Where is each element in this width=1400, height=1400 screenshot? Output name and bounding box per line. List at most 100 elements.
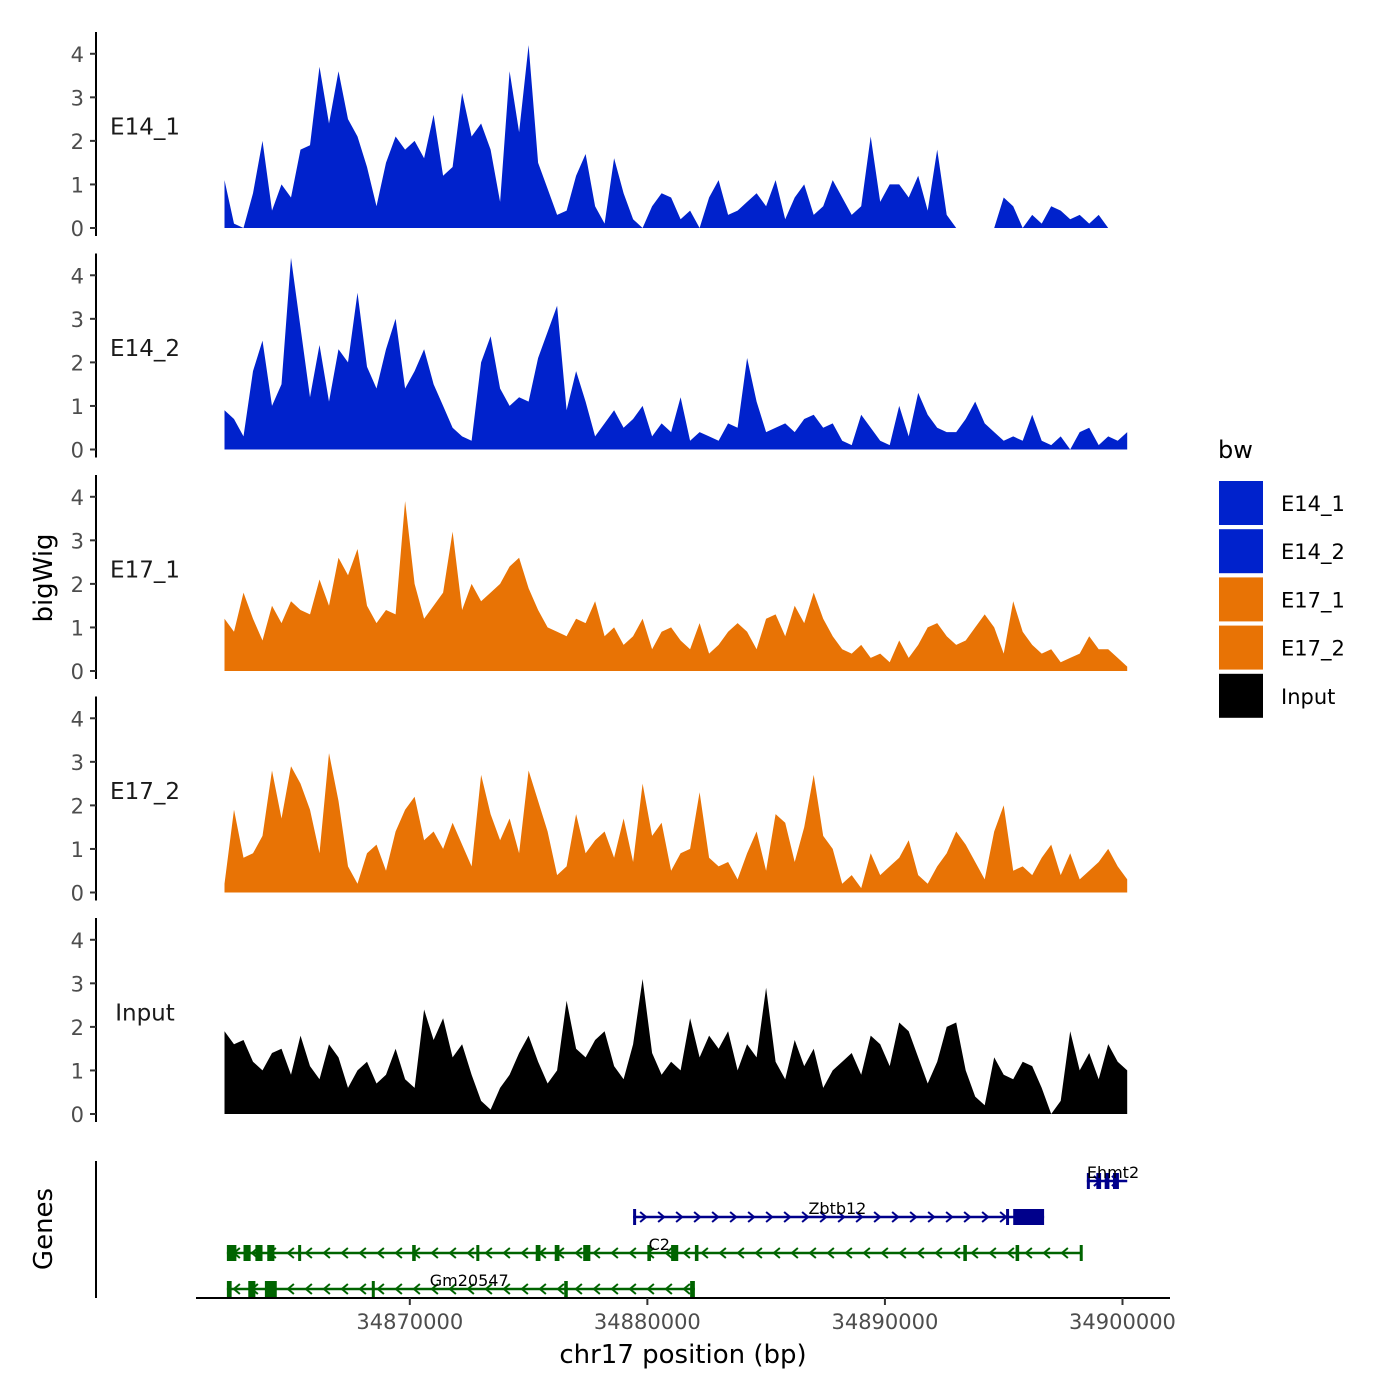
exon	[255, 1245, 263, 1261]
signal-area-E17_1	[224, 501, 1128, 671]
strand-chevron	[675, 1211, 684, 1223]
legend-title: bw	[1218, 436, 1253, 464]
strand-chevron	[412, 1283, 421, 1295]
exon	[1104, 1173, 1110, 1189]
strand-chevron	[898, 1247, 907, 1259]
strand-chevron	[232, 1283, 241, 1295]
gene-label: C2	[649, 1235, 670, 1254]
x-ticks: 34870000 34880000 34890000 34900000	[356, 1298, 1176, 1334]
strand-chevron	[801, 1211, 810, 1223]
legend-entry-E14_1: E14_1	[1219, 481, 1345, 525]
strand-chevron	[466, 1283, 475, 1295]
strand-chevron	[592, 1247, 601, 1259]
strand-chevron	[610, 1247, 619, 1259]
y-tick-label: 3	[71, 972, 84, 996]
panel-E14_1: 0 1 2 3 4 E14_1	[71, 32, 1128, 241]
strand-chevron	[394, 1247, 403, 1259]
exon	[554, 1245, 560, 1261]
strand-chevron	[628, 1247, 637, 1259]
strand-chevron	[970, 1247, 979, 1259]
strand-chevron	[286, 1283, 295, 1295]
exon	[583, 1245, 591, 1261]
strand-chevron	[963, 1211, 972, 1223]
legend-entries: E14_1 E14_2 E17_1 E17_2 Input	[1219, 481, 1345, 718]
strand-chevron	[304, 1283, 313, 1295]
strand-chevron	[747, 1211, 756, 1223]
strand-chevron	[682, 1247, 691, 1259]
exon	[690, 1281, 695, 1297]
strand-chevron	[783, 1211, 792, 1223]
y-tick-label: 4	[71, 929, 84, 953]
track-label: E14_2	[110, 336, 180, 362]
strand-chevron	[1006, 1247, 1015, 1259]
legend-swatch	[1219, 481, 1263, 525]
track-label: E17_1	[110, 557, 180, 583]
exon	[1079, 1245, 1083, 1261]
x-axis-title: chr17 position (bp)	[559, 1340, 806, 1370]
exon	[412, 1245, 416, 1261]
strand-chevron	[538, 1283, 547, 1295]
strand-chevron	[556, 1283, 565, 1295]
gene-label: Gm20547	[430, 1271, 509, 1290]
panel-Input: 0 1 2 3 4 Input	[71, 918, 1128, 1127]
strand-chevron	[916, 1247, 925, 1259]
y-tick-label: 2	[71, 573, 84, 597]
strand-chevron	[376, 1247, 385, 1259]
exon	[1006, 1209, 1010, 1225]
y-tick-label: 3	[71, 86, 84, 110]
legend-swatch	[1219, 625, 1263, 670]
strand-chevron	[718, 1247, 727, 1259]
y-tick-label: 4	[71, 264, 84, 288]
gene-Gm20547: Gm20547	[226, 1271, 695, 1297]
y-tick-label: 2	[71, 1016, 84, 1040]
exon	[694, 1245, 699, 1261]
strand-chevron	[862, 1247, 871, 1259]
strand-chevron	[736, 1247, 745, 1259]
strand-chevron	[855, 1211, 864, 1223]
strand-chevron	[376, 1283, 385, 1295]
strand-chevron	[754, 1247, 763, 1259]
strand-chevron	[909, 1211, 918, 1223]
exon	[264, 1281, 277, 1297]
exon	[564, 1281, 568, 1297]
y-tick-label: 4	[71, 707, 84, 731]
gene-models: Ehmt2 Zbtb12 C2 Gm20547	[226, 1163, 1139, 1297]
legend-entry-E17_1: E17_1	[1219, 577, 1345, 622]
legend-label: E14_1	[1281, 492, 1345, 517]
signal-panels: 0 1 2 3 4 E14_1 0 1 2 3 4 E14_2 0 1 2 3 4 E17_1 0 1 2 3 4 E17_2…	[71, 32, 1128, 1127]
strand-chevron	[927, 1211, 936, 1223]
strand-chevron	[826, 1247, 835, 1259]
strand-chevron	[628, 1283, 637, 1295]
strand-chevron	[988, 1247, 997, 1259]
signal-area-E17_2	[224, 753, 1128, 893]
panel-E14_2: 0 1 2 3 4 E14_2	[71, 253, 1128, 463]
signal-area-Input	[224, 979, 1128, 1114]
signal-area-E14_2	[224, 257, 1128, 450]
y-tick-label: 1	[71, 173, 84, 197]
legend-label: E14_2	[1281, 540, 1345, 565]
x-tick-label: 34890000	[831, 1310, 938, 1334]
strand-chevron	[304, 1247, 313, 1259]
exon	[1096, 1173, 1102, 1189]
exon	[371, 1281, 375, 1297]
strand-chevron	[729, 1211, 738, 1223]
gene-C2: C2	[226, 1235, 1083, 1261]
strand-chevron	[430, 1283, 439, 1295]
exon	[248, 1281, 256, 1297]
exon	[226, 1245, 237, 1261]
y-tick-label: 1	[71, 616, 84, 640]
strand-chevron	[837, 1211, 846, 1223]
strand-chevron	[610, 1283, 619, 1295]
strand-chevron	[981, 1211, 990, 1223]
exon	[535, 1245, 541, 1261]
genes-panel: Genes Ehmt2 Zbtb12 C2 Gm20547	[29, 1161, 1139, 1298]
strand-chevron	[574, 1283, 583, 1295]
exon	[963, 1245, 967, 1261]
y-tick-label: 0	[71, 882, 84, 906]
strand-chevron	[646, 1283, 655, 1295]
strand-chevron	[448, 1247, 457, 1259]
gene-Zbtb12: Zbtb12	[633, 1199, 1045, 1225]
strand-chevron	[808, 1247, 817, 1259]
legend-entry-E17_2: E17_2	[1219, 625, 1345, 670]
